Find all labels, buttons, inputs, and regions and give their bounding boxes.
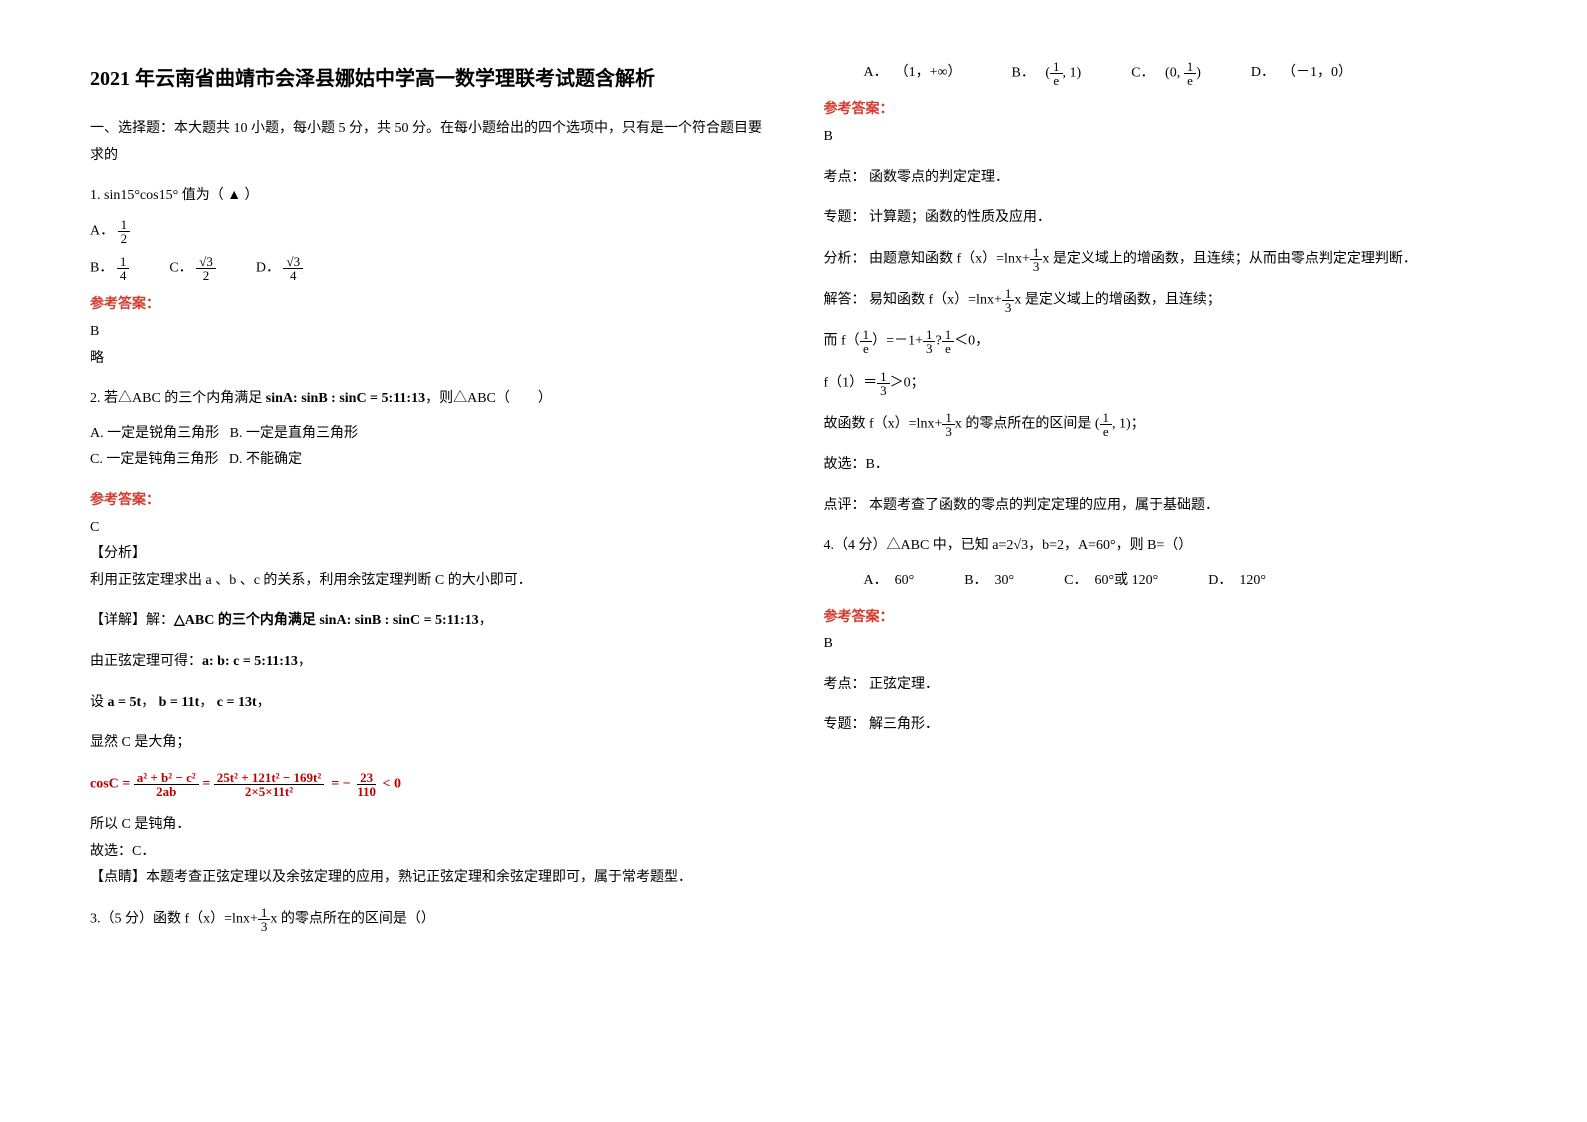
q4-opt-b: B． 30° (964, 568, 1014, 595)
q3-opt-a: A． （1，+∞） (864, 60, 962, 87)
q1-opt-a-label: A． (90, 224, 114, 239)
q1-stem-math: sin15°cos15° (104, 188, 178, 203)
right-column: A． （1，+∞） B． (1e, 1) C． (0, 1e) D． （－1，0… (824, 60, 1498, 1062)
q2-options-cd: C. 一定是钝角三角形 D. 不能确定 (90, 447, 764, 474)
q2-reference-label: 参考答案： (90, 488, 764, 515)
q2-opt-a: A. 一定是锐角三角形 (90, 426, 219, 441)
q2-analysis-text: 利用正弦定理求出 a 、b 、c 的关系，利用余弦定理判断 C 的大小即可． (90, 568, 764, 595)
q1-note: 略 (90, 346, 764, 373)
q2-detail-5: 所以 C 是钝角． (90, 812, 764, 839)
q2-stem-math: sinA: sinB : sinC = 5:11:13 (266, 391, 425, 406)
q2-detail-2: 由正弦定理可得：a: b: c = 5:11:13， (90, 649, 764, 676)
q1-opt-c: C． √32 (169, 255, 215, 282)
q3-kaodian: 考点： 函数零点的判定定理． (824, 165, 1498, 192)
q3-fenxi: 分析： 由题意知函数 f（x）=lnx+13x 是定义域上的增函数，且连续；从而… (824, 246, 1498, 273)
q1-opt-d: D． √34 (256, 255, 303, 282)
q2-opt-d: D. 不能确定 (229, 452, 302, 467)
q4-zhuanti: 专题： 解三角形． (824, 712, 1498, 739)
q2-detail-3: 设 a = 5t， b = 11t， c = 13t， (90, 690, 764, 717)
q2-detail-6: 故选：C． (90, 839, 764, 866)
q2-opt-b: B. 一定是直角三角形 (230, 426, 358, 441)
q4-options: A． 60° B． 30° C． 60°或 120° D． 120° (824, 568, 1498, 595)
q1-opt-a-frac: 12 (118, 218, 131, 245)
q3-dianping: 点评： 本题考查了函数的零点的判定定理的应用，属于基础题． (824, 493, 1498, 520)
q3-options: A． （1，+∞） B． (1e, 1) C． (0, 1e) D． （－1，0… (824, 60, 1498, 87)
q3-jieda-2: 而 f（1e）=－1+13?1e＜0， (824, 328, 1498, 355)
q4-opt-c: C． 60°或 120° (1064, 568, 1158, 595)
section-1-head: 一、选择题：本大题共 10 小题，每小题 5 分，共 50 分。在每小题给出的四… (90, 116, 764, 169)
q2-cosine-formula: cosC = a² + b² − c²2ab = 25t² + 121t² − … (90, 771, 764, 798)
question-3-stem: 3.（5 分）函数 f（x）=lnx+13x 的零点所在的区间是（） (90, 906, 764, 933)
q4-kaodian: 考点： 正弦定理． (824, 672, 1498, 699)
question-2-stem: 2. 若△ABC 的三个内角满足 sinA: sinB : sinC = 5:1… (90, 386, 764, 413)
q2-analysis-label: 【分析】 (90, 541, 764, 568)
q2-comment: 【点睛】本题考查正弦定理以及余弦定理的应用，熟记正弦定理和余弦定理即可，属于常考… (90, 865, 764, 892)
question-4-stem: 4.（4 分）△ABC 中，已知 a=2√3，b=2，A=60°，则 B=（） (824, 533, 1498, 560)
q2-detail-1: 【详解】解：△ABC 的三个内角满足 sinA: sinB : sinC = 5… (90, 608, 764, 635)
q4-opt-d: D． 120° (1208, 568, 1266, 595)
q1-stem-suffix: 值为（ ▲ ） (178, 188, 258, 203)
q2-answer: C (90, 515, 764, 542)
q1-opt-b: B． 14 (90, 255, 129, 282)
doc-title: 2021 年云南省曲靖市会泽县娜姑中学高一数学理联考试题含解析 (90, 60, 764, 98)
q4-answer: B (824, 631, 1498, 658)
question-1: 1. sin15°cos15° 值为（ ▲ ） (90, 183, 764, 210)
q2-detail-4: 显然 C 是大角； (90, 730, 764, 757)
q3-jieda-5: 故选：B． (824, 452, 1498, 479)
q3-jieda-3: f（1）＝13＞0； (824, 370, 1498, 397)
q2-options-ab: A. 一定是锐角三角形 B. 一定是直角三角形 (90, 421, 764, 448)
q3-opt-b: B． (1e, 1) (1012, 60, 1082, 87)
q2-opt-c: C. 一定是钝角三角形 (90, 452, 218, 467)
q4-opt-a: A． 60° (864, 568, 915, 595)
q3-answer: B (824, 124, 1498, 151)
q4-reference-label: 参考答案： (824, 605, 1498, 632)
q3-opt-c: C． (0, 1e) (1131, 60, 1201, 87)
q3-opt-d: D． （－1，0） (1251, 60, 1352, 87)
q3-jieda-1: 解答： 易知函数 f（x）=lnx+13x 是定义域上的增函数，且连续； (824, 287, 1498, 314)
left-column: 2021 年云南省曲靖市会泽县娜姑中学高一数学理联考试题含解析 一、选择题：本大… (90, 60, 764, 1062)
q1-stem-prefix: 1. (90, 188, 104, 203)
q3-reference-label: 参考答案： (824, 97, 1498, 124)
q1-reference-label: 参考答案： (90, 292, 764, 319)
q3-zhuanti: 专题： 计算题；函数的性质及应用． (824, 205, 1498, 232)
q1-answer: B (90, 319, 764, 346)
q3-jieda-4: 故函数 f（x）=lnx+13x 的零点所在的区间是 (1e, 1)； (824, 411, 1498, 438)
q1-options-bcd: B． 14 C． √32 D． √34 (90, 255, 303, 282)
q1-option-a: A． 12 (90, 218, 764, 245)
